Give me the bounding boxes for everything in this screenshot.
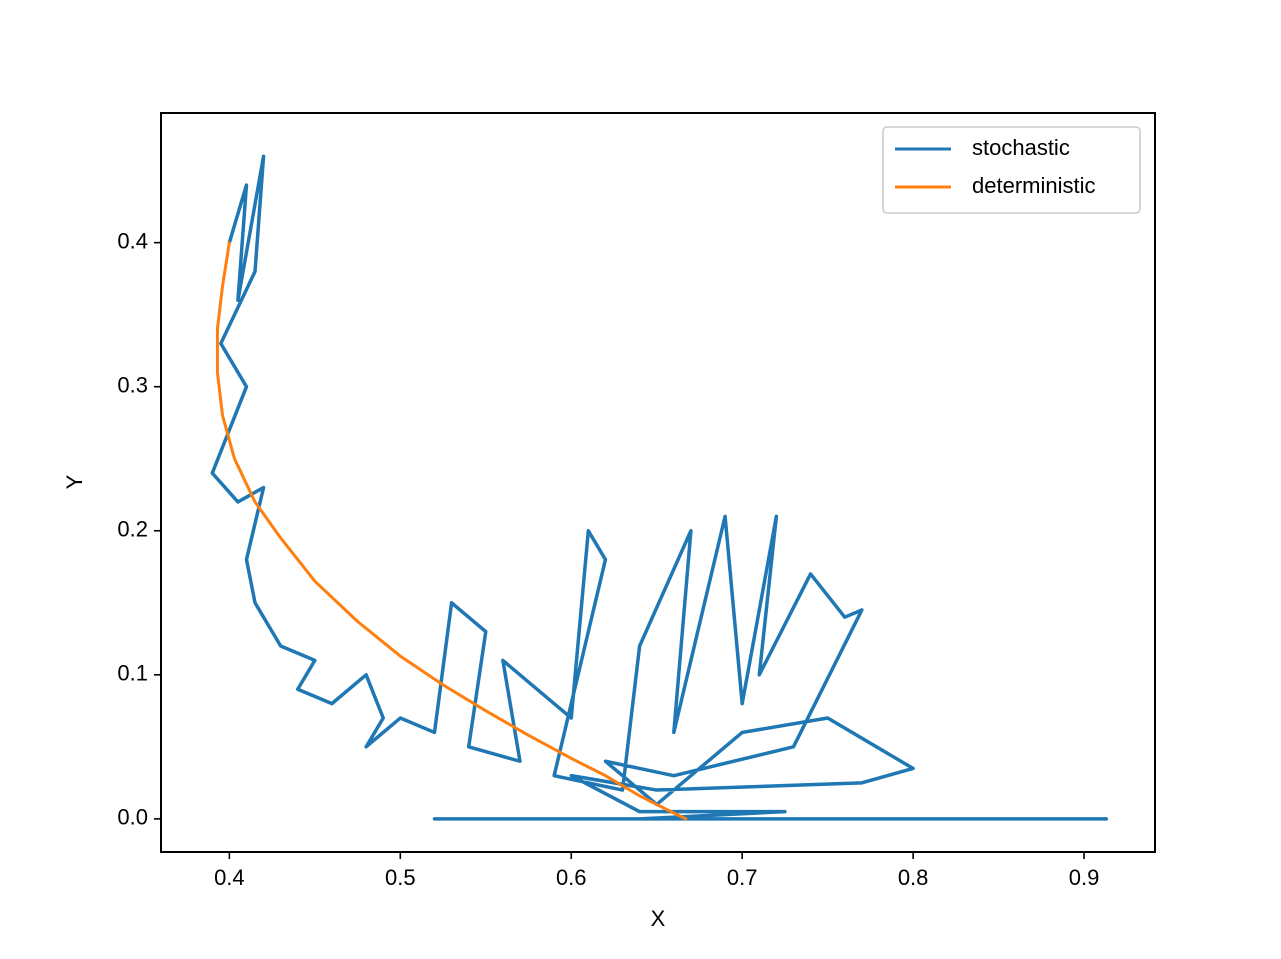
series-line xyxy=(215,241,688,821)
y-tick-label: 0.1 xyxy=(117,661,148,686)
plot-frame xyxy=(160,112,1156,853)
y-tick-label: 0.0 xyxy=(117,805,148,830)
x-tick-label: 0.7 xyxy=(727,865,758,890)
x-tick-label: 0.9 xyxy=(1069,865,1100,890)
y-tick-label: 0.2 xyxy=(117,517,148,542)
x-tick-label: 0.8 xyxy=(898,865,929,890)
x-axis-label: X xyxy=(651,906,666,931)
y-tick-label: 0.3 xyxy=(117,373,148,398)
y-tick-label: 0.4 xyxy=(117,228,148,253)
legend-label: stochastic xyxy=(972,135,1070,160)
series-line xyxy=(210,154,1109,821)
x-tick-label: 0.5 xyxy=(385,865,416,890)
y-axis-label: Y xyxy=(62,474,87,489)
x-tick-label: 0.4 xyxy=(214,865,245,890)
x-tick-label: 0.6 xyxy=(556,865,587,890)
legend-label: deterministic xyxy=(972,173,1095,198)
